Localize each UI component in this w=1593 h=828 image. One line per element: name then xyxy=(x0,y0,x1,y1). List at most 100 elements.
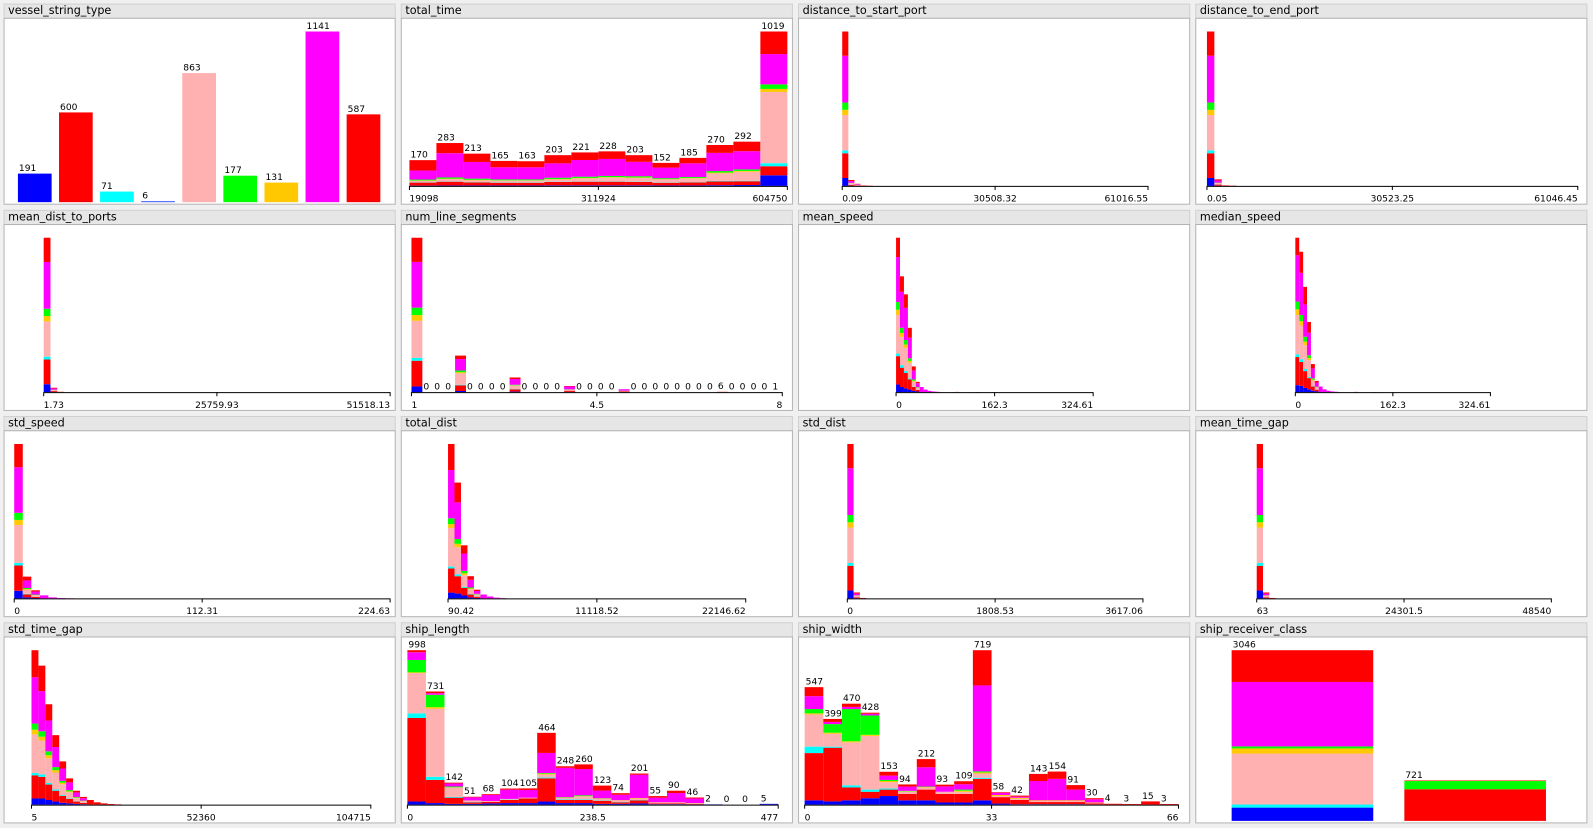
bar-segment xyxy=(733,181,761,186)
bar-segment xyxy=(574,764,593,770)
count-label: 0 xyxy=(761,383,767,393)
bar-segment xyxy=(537,773,556,775)
count-label: 6 xyxy=(142,192,148,202)
bar-segment xyxy=(648,796,667,798)
bar-segment xyxy=(907,327,912,338)
bar-segment xyxy=(823,733,843,747)
x-tick-label: 66 xyxy=(1167,813,1179,823)
count-label: 42 xyxy=(1011,786,1023,796)
bar-segment xyxy=(455,385,466,392)
bar-segment xyxy=(903,340,908,345)
count-label: 221 xyxy=(572,143,589,153)
bar-segment xyxy=(31,595,40,597)
bar-segment xyxy=(425,776,445,780)
count-label: 203 xyxy=(545,146,563,156)
bar-segment xyxy=(1307,355,1311,359)
x-tick-label: 11118.52 xyxy=(575,607,619,617)
bar-segment xyxy=(537,778,556,802)
bar-segment xyxy=(14,443,23,468)
bar-segment xyxy=(1047,778,1067,801)
count-label: 55 xyxy=(649,787,661,797)
bar-segment xyxy=(490,179,518,181)
bar-segment xyxy=(463,796,482,798)
bar-segment xyxy=(444,796,464,798)
bar-segment xyxy=(760,91,788,164)
count-label: 68 xyxy=(483,785,495,795)
panel-plot xyxy=(1195,17,1588,205)
bar-segment xyxy=(500,788,519,790)
bar-segment xyxy=(66,792,74,799)
bar-segment xyxy=(706,152,734,172)
bar-segment xyxy=(1314,382,1319,387)
bar-segment xyxy=(50,390,58,391)
bar-segment xyxy=(900,336,904,366)
bar-segment xyxy=(991,794,1011,797)
bar-segment xyxy=(842,153,849,178)
bar xyxy=(486,596,494,599)
bar xyxy=(923,389,928,393)
bar-segment xyxy=(760,88,788,92)
panel-title: ship_receiver_class xyxy=(1200,623,1307,636)
bar-segment xyxy=(1047,771,1067,779)
bar-segment xyxy=(66,791,74,793)
bar-segment xyxy=(911,370,916,380)
bar-segment xyxy=(509,389,521,392)
bar-segment xyxy=(1256,527,1263,563)
bar-segment xyxy=(52,767,60,771)
bar-segment xyxy=(1010,799,1029,805)
bar-segment xyxy=(448,470,455,519)
bar-segment xyxy=(31,591,40,595)
bar-segment xyxy=(537,777,556,779)
count-label: 0 xyxy=(631,383,637,393)
bar-segment xyxy=(518,797,538,799)
bar-segment xyxy=(500,798,519,800)
bar-segment xyxy=(481,801,501,802)
bar-segment xyxy=(448,524,455,528)
bar-segment xyxy=(454,539,461,544)
bar-segment xyxy=(52,735,60,748)
count-label: 0 xyxy=(696,383,702,393)
bar-segment xyxy=(804,696,824,710)
bar-segment xyxy=(915,387,920,388)
x-tick-label: 0 xyxy=(1295,401,1301,411)
bar-segment xyxy=(409,170,437,180)
bar-segment xyxy=(463,153,491,162)
bar-segment xyxy=(1047,800,1067,801)
bar-segment xyxy=(1303,368,1308,372)
bar-segment xyxy=(509,379,521,385)
bar-segment xyxy=(1256,468,1263,516)
bar-segment xyxy=(900,327,904,333)
bar-segment xyxy=(460,575,468,587)
count-label: 292 xyxy=(734,132,751,142)
bar-segment xyxy=(760,166,788,176)
bar-segment xyxy=(500,803,519,805)
bar xyxy=(141,201,175,203)
bar-segment xyxy=(564,390,576,392)
bar-segment xyxy=(14,590,23,599)
bar-segment xyxy=(592,803,612,805)
count-label: 0 xyxy=(445,383,451,393)
count-label: 1 xyxy=(772,383,778,393)
bar-segment xyxy=(481,801,501,804)
bar-segment xyxy=(59,768,67,781)
bar-segment xyxy=(733,185,761,186)
bar-segment xyxy=(79,801,87,803)
bar-segment xyxy=(853,592,860,594)
bar-segment xyxy=(407,652,426,660)
count-label: 3 xyxy=(1161,794,1167,804)
bar-segment xyxy=(537,801,556,805)
bar-segment xyxy=(22,589,32,594)
count-label: 428 xyxy=(862,703,880,713)
bar-segment xyxy=(1303,336,1308,342)
bar-segment xyxy=(847,522,854,528)
bar-segment xyxy=(38,798,46,805)
bar-segment xyxy=(1047,802,1067,805)
bar-segment xyxy=(31,729,39,735)
count-label: 0 xyxy=(576,383,582,393)
bar-segment xyxy=(407,650,426,653)
bar-segment xyxy=(935,793,955,803)
bar-segment xyxy=(1010,798,1029,800)
bar-segment xyxy=(598,185,626,186)
bar-segment xyxy=(517,182,545,186)
count-label: 185 xyxy=(680,148,698,158)
